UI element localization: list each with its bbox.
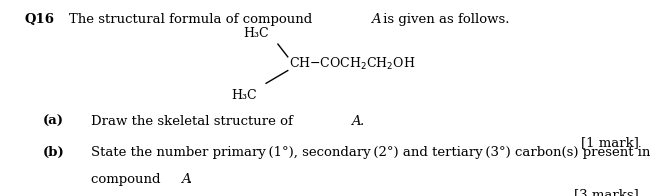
Text: A: A <box>351 115 361 128</box>
Text: .: . <box>359 115 363 128</box>
Text: The structural formula of compound: The structural formula of compound <box>69 13 317 26</box>
Text: A: A <box>371 13 381 26</box>
Text: H₃C: H₃C <box>243 27 269 40</box>
Text: is given as follows.: is given as follows. <box>379 13 510 26</box>
Text: State the number primary (1°), secondary (2°) and tertiary (3°) carbon(s) presen: State the number primary (1°), secondary… <box>91 146 650 159</box>
Text: Draw the skeletal structure of: Draw the skeletal structure of <box>91 115 297 128</box>
Text: (a): (a) <box>43 115 64 128</box>
Text: compound: compound <box>91 173 164 186</box>
Text: Q16: Q16 <box>25 13 55 26</box>
Text: [3 marks]: [3 marks] <box>574 188 639 196</box>
Text: .: . <box>188 173 192 186</box>
Text: A: A <box>181 173 191 186</box>
Text: (b): (b) <box>43 146 64 159</box>
Text: CH$-$COCH$_2$CH$_2$OH: CH$-$COCH$_2$CH$_2$OH <box>289 56 415 72</box>
Text: [1 mark]: [1 mark] <box>581 136 639 149</box>
Text: H₃C: H₃C <box>231 89 257 102</box>
